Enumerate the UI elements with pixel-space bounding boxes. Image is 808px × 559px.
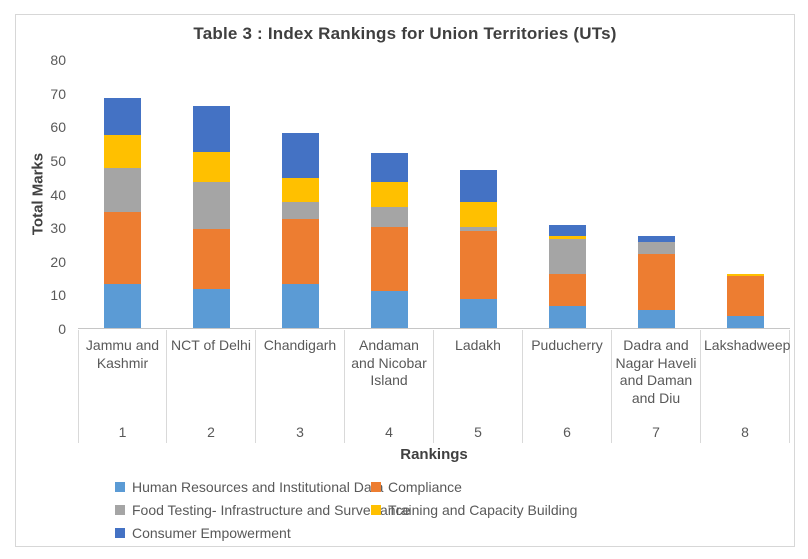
stacked-bar: [371, 153, 408, 328]
y-tick-label: 60: [50, 119, 66, 136]
stacked-bar: [104, 97, 141, 328]
category-label: Dadra and Nagar Haveli and Daman and Diu: [615, 337, 697, 406]
bar-segment: [193, 228, 230, 290]
x-axis-title: Rankings: [400, 446, 468, 463]
bar-segment: [638, 309, 675, 328]
bar-segment: [727, 274, 764, 276]
bar-segment: [193, 106, 230, 152]
legend-label: Compliance: [388, 479, 462, 495]
category-cell: Andaman and Nicobar Island 4: [345, 330, 434, 443]
bar-segment: [371, 291, 408, 328]
stacked-bar: [193, 106, 230, 328]
bar-segment: [282, 284, 319, 328]
category-label: NCT of Delhi: [171, 337, 251, 353]
ranking-label: 1: [118, 424, 127, 440]
bar-segment: [460, 230, 497, 300]
category-label: Jammu and Kashmir: [85, 337, 160, 371]
ranking-label: 7: [652, 424, 660, 440]
category-cell: Dadra and Nagar Haveli and Daman and Diu…: [612, 330, 701, 443]
category-cell: NCT of Delhi 2: [167, 330, 256, 443]
legend-label: Training and Capacity Building: [388, 502, 578, 518]
legend-item: Human Resources and Institutional Data: [115, 478, 383, 496]
bar-segment: [549, 238, 586, 275]
bar-segment: [549, 235, 586, 239]
legend-swatch-icon: [115, 528, 125, 538]
y-tick-label: 0: [58, 321, 66, 337]
legend-label: Food Testing- Infrastructure and Surveil…: [132, 502, 411, 518]
ranking-label: 2: [207, 424, 215, 440]
bar-segment: [282, 133, 319, 179]
legend-swatch-icon: [371, 482, 381, 492]
category-axis: Jammu and Kashmir 1 NCT of Delhi 2 Chandigar…: [78, 330, 790, 443]
bar-segment: [371, 227, 408, 292]
bar-segment: [638, 242, 675, 255]
ranking-label: 6: [563, 424, 571, 440]
chart-title: Table 3 : Index Rankings for Union Terri…: [193, 24, 617, 43]
stacked-bar: [549, 225, 586, 328]
y-tick-label: 50: [50, 152, 66, 169]
bar-segment: [104, 134, 141, 169]
category-cell: Chandigarh 3: [256, 330, 345, 443]
ranking-label: 4: [385, 424, 393, 440]
legend: Human Resources and Institutional Data Co…: [115, 478, 691, 542]
category-label: Lakshadweep: [704, 337, 791, 353]
y-tick-label: 80: [50, 52, 66, 68]
bar-segment: [282, 218, 319, 285]
bar-segment: [104, 97, 141, 135]
y-tick-label: 40: [50, 186, 66, 203]
bar-segment: [549, 274, 586, 307]
bar-segment: [638, 235, 675, 243]
legend-item: Training and Capacity Building: [371, 501, 691, 519]
bar-segment: [638, 254, 675, 310]
legend-swatch-icon: [371, 505, 381, 515]
legend-label: Human Resources and Institutional Data: [132, 479, 384, 495]
bar-segment: [104, 212, 141, 285]
bar-segment: [371, 206, 408, 228]
bar-segment: [371, 153, 408, 182]
bar-segment: [193, 289, 230, 328]
y-tick-label: 20: [50, 253, 66, 270]
category-cell: Jammu and Kashmir 1: [78, 330, 167, 443]
stacked-bar: [727, 274, 764, 328]
legend-item: Food Testing- Infrastructure and Surveil…: [115, 501, 410, 519]
legend-swatch-icon: [115, 505, 125, 515]
bar-segment: [549, 225, 586, 236]
stacked-bar: [638, 235, 675, 328]
y-tick-label: 10: [50, 287, 66, 304]
bar-segment: [282, 201, 319, 219]
bar-segment: [727, 275, 764, 317]
bar-segment: [460, 169, 497, 202]
category-cell: Lakshadweep 8: [701, 330, 790, 443]
ranking-label: 8: [741, 424, 749, 440]
ranking-label: 5: [474, 424, 482, 440]
category-cell: Ladakh 5: [434, 330, 523, 443]
stacked-bar: [460, 169, 497, 328]
bar-segment: [282, 178, 319, 202]
bar-segment: [727, 316, 764, 328]
category-cell: Puducherry 6: [523, 330, 612, 443]
bar-segment: [104, 168, 141, 213]
legend-swatch-icon: [115, 482, 125, 492]
plot-area: [78, 60, 790, 329]
legend-label: Consumer Empowerment: [132, 525, 291, 541]
bar-segment: [193, 151, 230, 182]
y-tick-label: 30: [50, 220, 66, 237]
stacked-bar: [282, 133, 319, 328]
bar-segment: [460, 299, 497, 328]
legend-item: Consumer Empowerment: [115, 524, 371, 542]
bar-segment: [193, 181, 230, 229]
y-tick-label: 70: [50, 85, 66, 102]
category-label: Chandigarh: [263, 337, 337, 353]
bar-segment: [460, 201, 497, 228]
bar-segment: [104, 284, 141, 328]
bar-segment: [460, 227, 497, 231]
category-label: Puducherry: [531, 337, 603, 353]
ranking-label: 3: [296, 424, 304, 440]
legend-item: Compliance: [371, 478, 691, 496]
bar-segment: [549, 306, 586, 328]
category-label: Andaman and Nicobar Island: [351, 337, 427, 388]
category-label: Ladakh: [455, 337, 501, 353]
bar-segment: [371, 181, 408, 207]
